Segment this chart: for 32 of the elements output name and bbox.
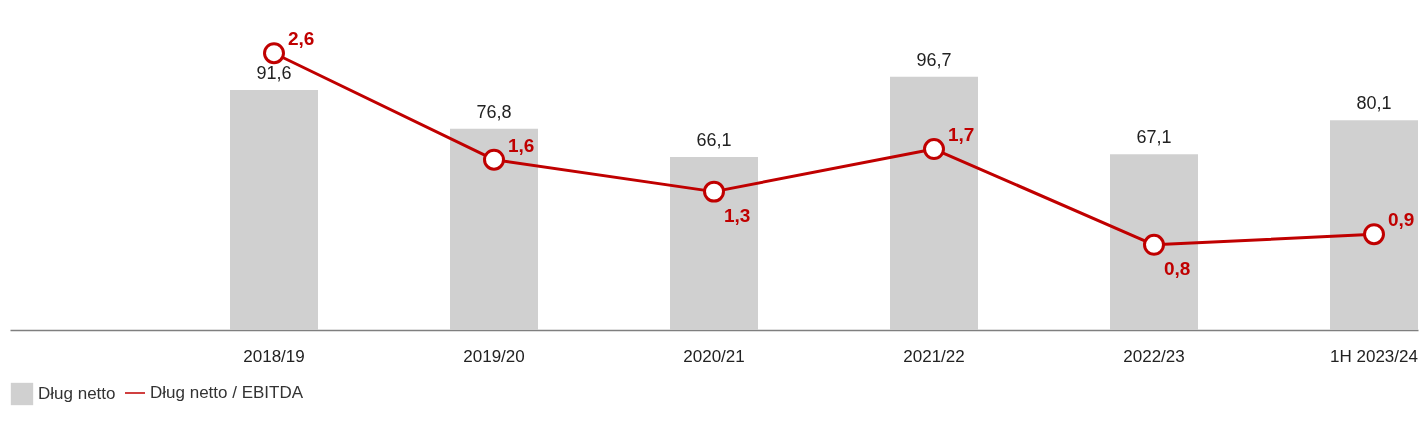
legend-label: Dług netto / EBITDA bbox=[150, 383, 304, 402]
point bbox=[263, 42, 285, 65]
data-label: 1,7 bbox=[948, 124, 975, 146]
data-label: 0,8 bbox=[1164, 257, 1191, 279]
x-tick-label: 2018/19 bbox=[243, 346, 305, 366]
x-tick-label: 1H 2023/24 bbox=[1330, 346, 1418, 366]
data-label: 76,8 bbox=[476, 101, 512, 122]
bar bbox=[670, 156, 758, 330]
bar bbox=[890, 76, 978, 330]
bar bbox=[1330, 120, 1418, 330]
data-label: 0,9 bbox=[1388, 209, 1415, 231]
data-label: 1,6 bbox=[508, 134, 535, 156]
point bbox=[483, 148, 505, 171]
bar bbox=[1110, 154, 1198, 330]
legend-label: Dług netto bbox=[38, 384, 116, 403]
bar bbox=[450, 128, 538, 330]
data-label: 1,3 bbox=[724, 204, 751, 226]
x-tick-label: 2019/20 bbox=[463, 346, 525, 366]
point bbox=[923, 138, 945, 160]
point bbox=[1143, 233, 1165, 256]
bar bbox=[230, 90, 318, 330]
x-tick-label: 2021/22 bbox=[903, 346, 965, 366]
data-label: 66,1 bbox=[696, 129, 732, 150]
data-label: 2,6 bbox=[288, 28, 315, 50]
point bbox=[703, 180, 725, 203]
data-label: 96,7 bbox=[916, 49, 952, 70]
data-label: 80,1 bbox=[1356, 93, 1392, 114]
data-label: 91,6 bbox=[256, 63, 292, 84]
data-label: 67,1 bbox=[1136, 127, 1172, 148]
point bbox=[1363, 223, 1385, 246]
x-tick-label: 2022/23 bbox=[1123, 346, 1185, 366]
x-tick-label: 2020/21 bbox=[683, 346, 745, 366]
